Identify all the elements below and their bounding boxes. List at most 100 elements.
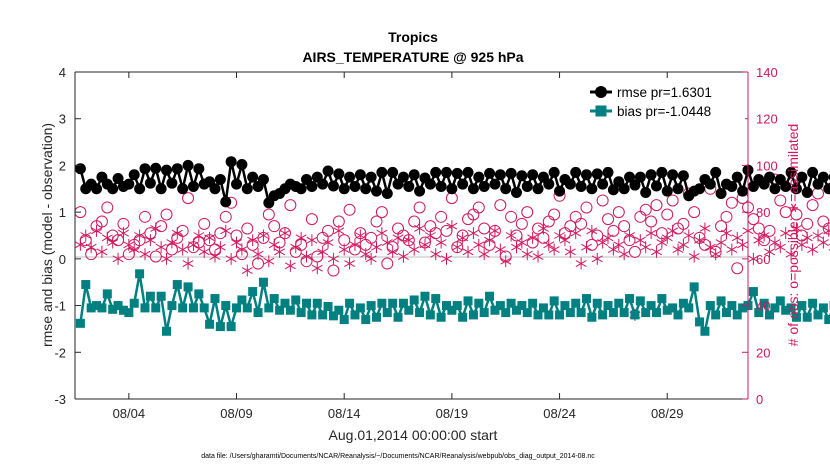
assimilated-point [166,236,178,249]
assimilated-point [198,245,210,258]
bias-point [447,305,457,315]
asterisk-stroke [602,234,614,242]
assimilated-point [462,245,474,258]
bias-point [199,303,209,313]
asterisk-stroke [597,239,609,246]
rmse-point [344,171,356,183]
assimilated-point [408,243,420,256]
assimilated-point [365,252,377,265]
asterisk-stroke [252,250,264,258]
asterisk-stroke [823,229,830,235]
asterisk-stroke [764,248,776,256]
rmse-point [139,163,151,175]
bias-point [544,310,554,320]
bias-series [75,269,830,336]
bias-point [630,310,640,320]
bias-point [328,311,338,321]
rmse-point [790,183,802,195]
rmse-point [580,169,592,181]
obs-count-markers [74,173,830,321]
asterisk-stroke [656,239,668,246]
asterisk-stroke [268,241,280,249]
assimilated-point [570,227,582,240]
possible-point [639,203,652,216]
bias-point [318,310,328,320]
bias-point [587,312,597,322]
bias-point [350,310,360,320]
asterisk-stroke [677,241,689,249]
asterisk-stroke [790,225,802,232]
rmse-point [397,171,409,183]
assimilated-point [144,234,156,247]
possible-point [677,217,690,230]
y-left-tick-label: 4 [59,65,66,80]
asterisk-stroke [467,229,479,237]
possible-point [284,199,297,212]
bias-point [361,315,371,325]
asterisk-stroke [543,241,555,249]
assimilated-point [209,250,221,263]
bias-point [614,298,624,308]
asterisk-stroke [774,243,786,251]
possible-point [101,201,114,214]
bias-point [517,301,527,311]
possible-point [322,224,335,237]
bias-point [431,294,441,304]
bias-point [242,303,252,313]
asterisk-stroke [715,239,727,246]
asterisk-stroke [505,232,517,239]
assimilated-point [338,243,350,256]
rmse-point [247,171,259,183]
assimilated-point [640,241,652,254]
assimilated-point [247,234,259,247]
x-tick-label: 08/19 [436,406,469,421]
assimilated-point [301,250,312,263]
y-left-tick-label: -1 [54,299,66,314]
bias-point [275,305,285,315]
asterisk-stroke [780,229,792,237]
bias-point [635,296,645,306]
assimilated-point [322,236,334,249]
assimilated-point [624,229,636,242]
assimilated-point [182,257,194,270]
asterisk-stroke [672,246,684,253]
bias-point [657,294,667,304]
assimilated-point [672,243,684,256]
rmse-point [737,185,749,197]
assimilated-point [344,257,356,270]
rmse-point [473,171,485,183]
rmse-point [193,163,205,175]
x-axis-label: Aug.01,2014 00:00:00 start [329,427,498,443]
bias-point [786,303,796,313]
assimilated-point [419,238,431,251]
bias-point [372,312,382,322]
rmse-point [74,163,86,175]
asterisk-stroke [494,246,506,253]
asterisk-stroke [214,243,226,251]
bias-point [797,301,807,311]
assimilated-point [360,248,372,261]
assimilated-point [225,252,237,265]
rmse-point [726,180,738,192]
possible-point [138,210,151,223]
assimilated-point [796,238,808,251]
rmse-point [527,169,539,181]
rmse-point [403,180,415,192]
legend: rmse pr=1.6301 bias pr=-1.0448 [585,78,745,122]
rmse-point [134,183,146,195]
asterisk-stroke [414,225,426,232]
rmse-point [241,183,253,195]
bias-point [581,294,591,304]
bias-point [108,304,118,314]
rmse-point [586,183,598,195]
assimilated-point [484,234,496,247]
assimilated-point [187,238,199,251]
asterisk-stroke [209,253,221,260]
rmse-point [731,171,743,183]
assimilated-point [581,241,592,254]
bias-point [775,296,785,306]
rmse-point [166,177,178,189]
asterisk-stroke [688,253,700,260]
rmse-point [656,166,668,178]
y-left-tick-label: 3 [59,112,66,127]
